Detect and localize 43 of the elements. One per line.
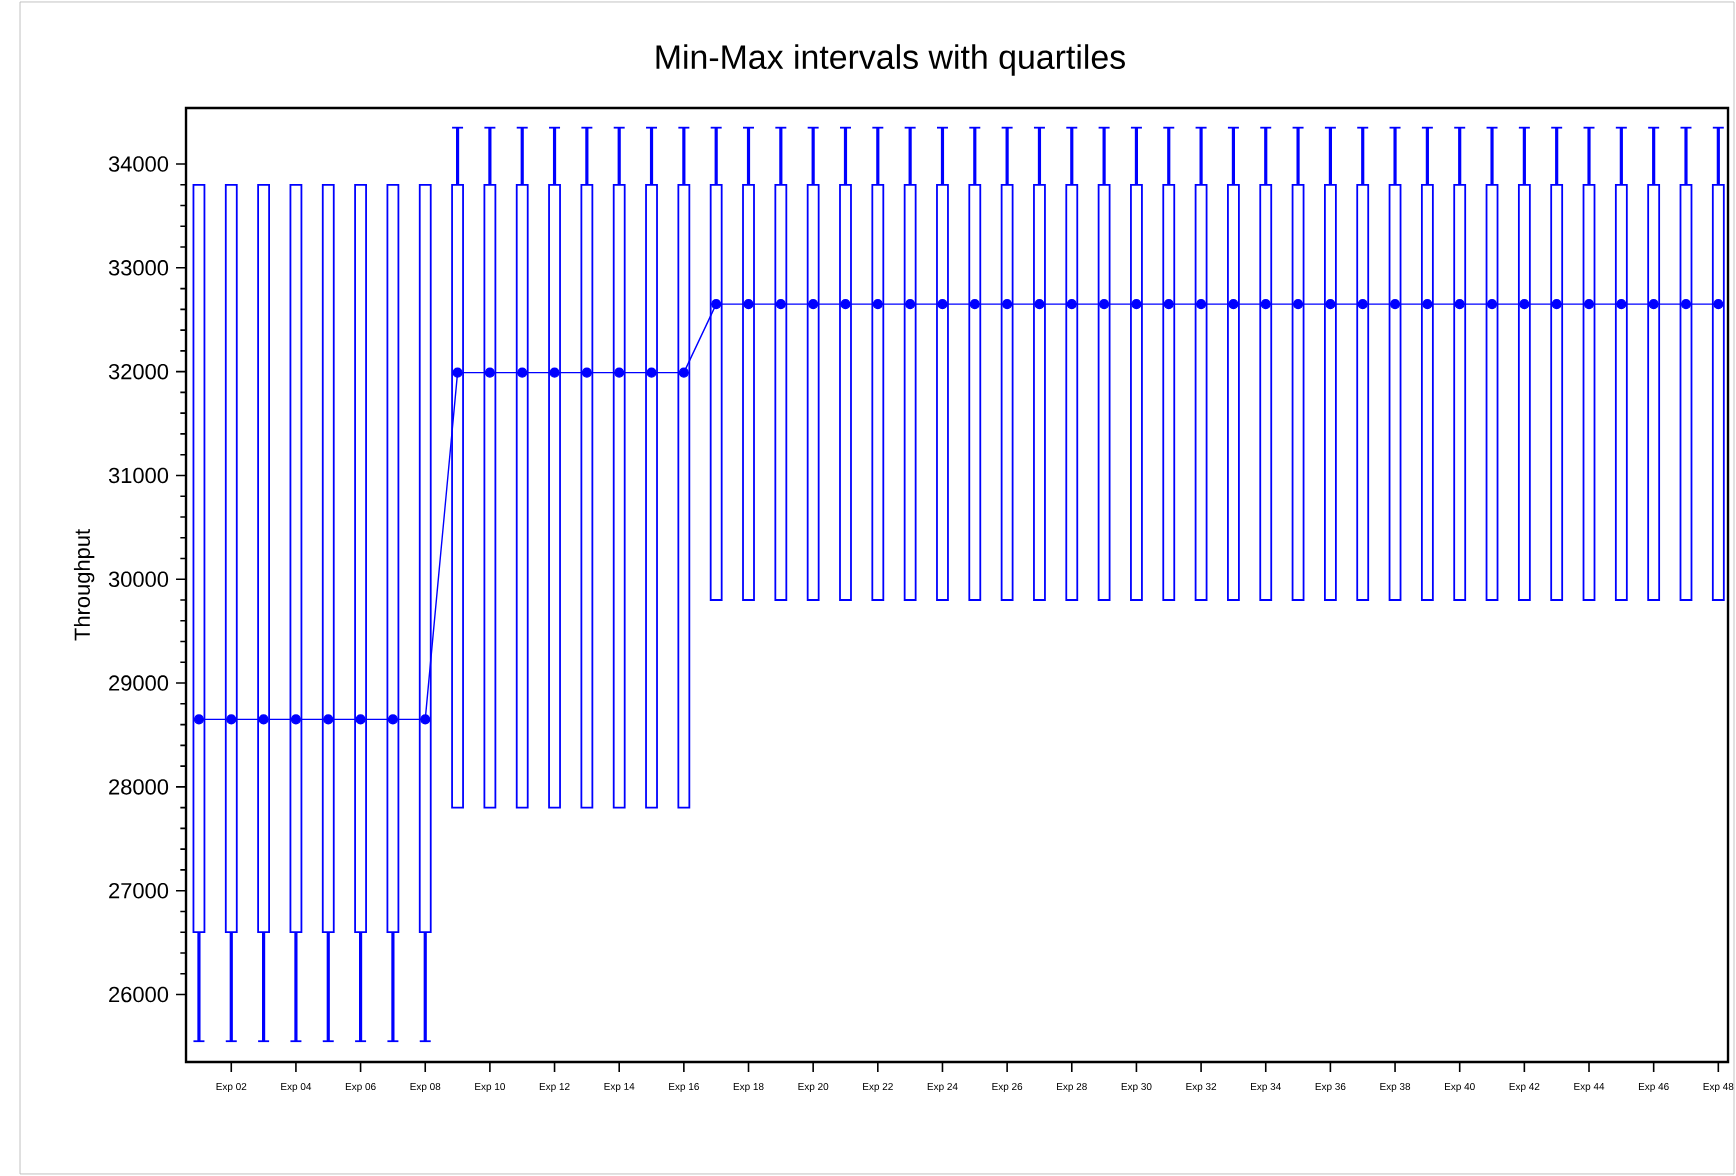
y-tick-label: 33000: [108, 260, 169, 276]
y-tick-label: 30000: [108, 571, 169, 588]
point: [1357, 299, 1368, 310]
point: [937, 299, 948, 310]
y-tick-label: 29000: [109, 675, 169, 691]
point: [1325, 299, 1336, 310]
point: [1163, 299, 1174, 310]
point: [969, 299, 980, 310]
point: [1583, 299, 1595, 310]
point: [1389, 299, 1401, 310]
point: [1228, 299, 1239, 310]
point: [1486, 299, 1498, 310]
point: [775, 299, 786, 310]
point: [1616, 299, 1627, 310]
point: [1519, 299, 1530, 310]
point: [1099, 299, 1110, 310]
point: [1551, 299, 1562, 310]
point: [840, 299, 851, 310]
point: [1713, 299, 1724, 310]
point: [1260, 299, 1271, 310]
point: [711, 299, 722, 310]
y-axis-title: Throughput: [73, 529, 95, 641]
y-tick-label: 31000: [108, 467, 169, 484]
point: [1196, 299, 1207, 310]
y-tick-label: 32000: [108, 363, 169, 380]
y-tick-label: 26000: [109, 986, 169, 1003]
point: [1454, 299, 1465, 310]
point: [743, 299, 754, 310]
point: [1066, 299, 1077, 310]
y-tick-label: 27000: [109, 882, 169, 899]
point: [1002, 299, 1013, 310]
point: [1292, 299, 1304, 310]
point: [1680, 299, 1692, 310]
chart-title: Min-Max intervals with quartiles: [656, 44, 1125, 76]
point: [808, 299, 819, 310]
y-tick-label: 34000: [108, 156, 169, 172]
y-tick-label: 28000: [109, 779, 169, 795]
point: [1131, 299, 1142, 310]
point: [872, 299, 883, 310]
point: [1648, 299, 1659, 310]
point: [1422, 299, 1433, 310]
point: [1034, 299, 1045, 310]
point: [905, 299, 916, 310]
